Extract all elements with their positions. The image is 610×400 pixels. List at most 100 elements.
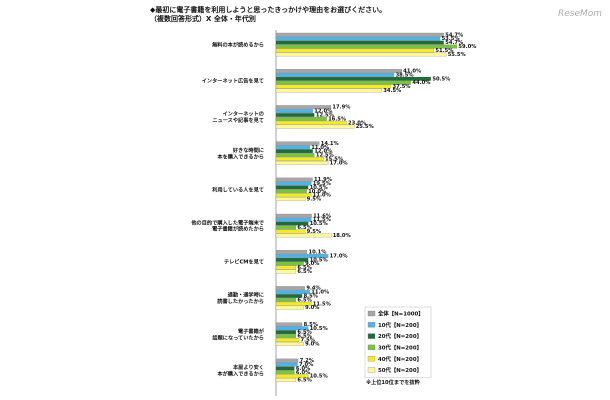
- category-label-line: 本が購入できるから: [217, 370, 264, 378]
- chart-title-line-1: ◆最初に電子書籍を利用しようと思ったきっかけや理由をお選びください。: [150, 5, 386, 14]
- bar: [275, 301, 312, 306]
- category-label-line: テレビCMを見て: [224, 258, 264, 266]
- value-label: 50.5%: [432, 76, 451, 82]
- value-label: 37.5%: [393, 84, 412, 90]
- bar: [275, 341, 304, 346]
- bar: [275, 189, 307, 194]
- category-label: インターネットのニュースや記事を見て: [212, 110, 264, 124]
- value-label: 17.9%: [332, 105, 351, 111]
- value-label: 6.5%: [297, 378, 312, 384]
- value-label: 53.5%: [442, 36, 461, 42]
- value-label: 8.5%: [304, 294, 319, 300]
- value-label: 9.5%: [307, 229, 322, 235]
- bar: [275, 193, 312, 198]
- value-label: 10.1%: [308, 250, 327, 256]
- bar: [275, 290, 310, 295]
- value-label: 54.7%: [445, 40, 464, 46]
- bar: [275, 145, 310, 150]
- value-label: 7.2%: [300, 358, 315, 364]
- bar: [275, 370, 295, 375]
- value-label: 6.0%: [296, 366, 311, 372]
- bar: [275, 116, 327, 121]
- plot-area: 無料の本が読めるから54.7%53.5%54.7%59.0%51.5%55.5%…: [190, 32, 477, 383]
- bar: [275, 225, 297, 230]
- value-label: 12.0%: [314, 109, 333, 115]
- value-label: 11.0%: [311, 145, 330, 151]
- value-label: 17.0%: [330, 253, 349, 259]
- value-label: 6.5%: [297, 297, 312, 303]
- bar: [275, 36, 441, 41]
- bar: [275, 181, 312, 186]
- category-label-line: 利用している人を見て: [211, 185, 264, 193]
- value-label: 10.5%: [310, 221, 329, 227]
- value-label: 6.5%: [297, 225, 312, 231]
- bar: [275, 358, 299, 363]
- category-label-line: 読書したかったから: [217, 297, 264, 305]
- category-label: 無料の本が読めるから: [212, 41, 264, 49]
- value-label: 15.5%: [325, 157, 344, 163]
- value-label: 10.5%: [310, 374, 329, 380]
- category-label: 電子書籍が話題になっていたから: [212, 327, 264, 341]
- chart-title-line-2: （複数回答形式）X 全体・年代別: [150, 14, 256, 23]
- bar: [275, 374, 309, 379]
- value-label: 7.5%: [301, 338, 316, 344]
- bar: [275, 322, 303, 327]
- category-label: 利用している人を見て: [211, 185, 264, 193]
- bar: [275, 80, 412, 85]
- bar: [275, 160, 329, 165]
- value-label: 11.5%: [313, 301, 332, 307]
- bar: [275, 286, 305, 291]
- category-label-line: 無料の本が読めるから: [212, 41, 264, 49]
- value-label: 10.5%: [310, 257, 329, 263]
- category-label: 好きな時間に本を購入できるから: [217, 146, 264, 160]
- category-label-line: 他の目的で購入した電子端末で: [190, 218, 264, 226]
- bar: [275, 76, 431, 81]
- bar: [275, 294, 303, 298]
- bar: [275, 84, 392, 89]
- bar: [275, 221, 309, 226]
- bar: [275, 334, 297, 339]
- bar: [275, 72, 395, 77]
- bar: [275, 362, 298, 367]
- bar: [275, 48, 435, 53]
- bar: [275, 44, 458, 49]
- category-label-line: 電子書籍が: [238, 327, 265, 335]
- legend-swatch: [367, 344, 376, 351]
- category-label: 通勤・通学時に読書したかったから: [217, 291, 264, 305]
- value-label: 6.0%: [296, 370, 311, 376]
- bar: [275, 229, 306, 234]
- legend-swatch: [367, 310, 376, 317]
- legend-swatch: [367, 367, 376, 373]
- bar: [275, 297, 297, 302]
- bar: [275, 305, 304, 310]
- category-label: テレビCMを見て: [224, 258, 264, 266]
- legend-swatch: [367, 333, 376, 339]
- value-label: 6.5%: [297, 265, 312, 271]
- value-label: 19.5%: [313, 181, 332, 187]
- value-label: 10.5%: [310, 185, 329, 191]
- category-label: インターネット広告を見て: [202, 77, 264, 85]
- value-label: 10.0%: [308, 189, 327, 195]
- bar: [275, 250, 308, 254]
- bar: [275, 257, 309, 262]
- category-label-line: インターネットの: [222, 110, 264, 118]
- category-label-line: 通勤・通学時に: [228, 291, 264, 299]
- legend-swatch: [367, 322, 376, 328]
- value-label: 34.5%: [383, 88, 402, 94]
- bar: [275, 88, 382, 93]
- bar: [275, 197, 306, 202]
- bar: [275, 330, 297, 335]
- bar: [275, 157, 324, 161]
- category-label-line: ニュースや記事を見て: [212, 116, 264, 124]
- value-label: 23.0%: [348, 120, 367, 126]
- value-label: 11.0%: [313, 193, 332, 199]
- bar: [275, 213, 312, 218]
- bar: [275, 113, 315, 117]
- value-label: 10.5%: [310, 326, 329, 332]
- legend-entry: 全体【N=1000】: [377, 310, 424, 318]
- bar: [275, 141, 320, 146]
- value-label: 9.0%: [305, 261, 320, 267]
- value-label: 12.5%: [316, 153, 335, 159]
- legend-entry: 40代【N=200】: [378, 355, 422, 363]
